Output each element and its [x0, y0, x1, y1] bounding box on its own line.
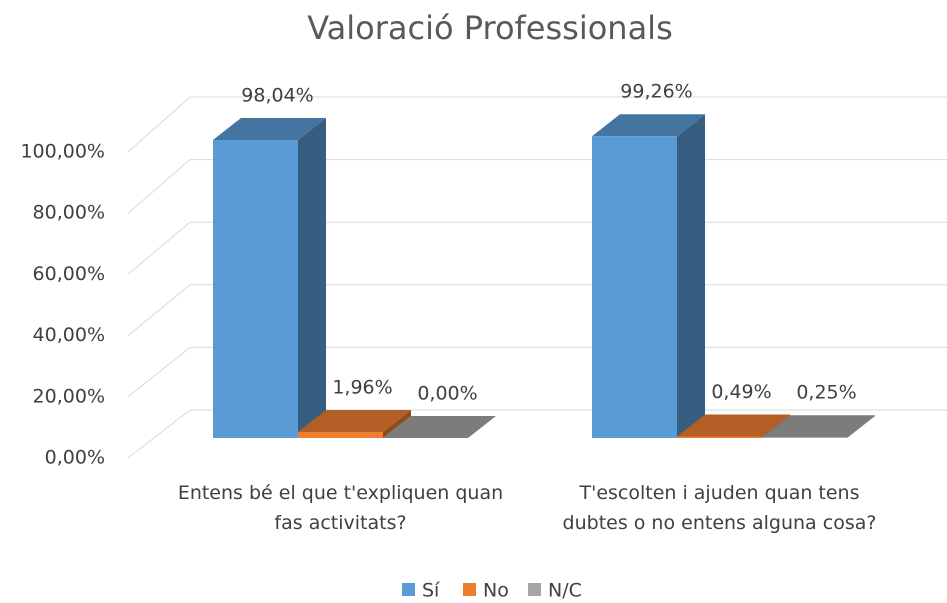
bar-side	[383, 410, 411, 438]
data-label: 0,25%	[796, 382, 856, 404]
chart-title: Valoració Professionals	[307, 9, 672, 47]
legend-swatch	[402, 583, 415, 596]
legend-swatch	[463, 583, 476, 596]
data-label: 0,00%	[417, 383, 477, 405]
bar-top	[592, 114, 705, 137]
x-tick-label: T'escolten i ajuden quan tens dubtes o n…	[562, 482, 877, 534]
y-tick-label: 0,00%	[45, 447, 105, 469]
bar-top	[213, 117, 326, 140]
data-label: 99,26%	[620, 81, 692, 103]
bar-top	[298, 410, 411, 433]
bar	[213, 139, 298, 438]
grid-line	[127, 159, 191, 214]
y-tick-label: 60,00%	[33, 263, 105, 285]
bar	[677, 436, 762, 438]
bar-side	[677, 114, 705, 438]
bar	[762, 437, 847, 438]
data-label: 0,49%	[711, 381, 771, 403]
legend-label: Sí	[422, 580, 440, 602]
bar-top	[677, 414, 790, 437]
legend-label: No	[483, 580, 509, 602]
grid-line	[127, 347, 191, 398]
grid-line	[127, 284, 191, 336]
bar-top	[383, 416, 496, 438]
bar	[592, 136, 677, 438]
y-tick-label: 40,00%	[33, 324, 105, 346]
bar-side	[298, 117, 326, 438]
bar-top	[762, 415, 875, 438]
bar-side	[847, 415, 875, 438]
y-tick-label: 80,00%	[33, 202, 105, 224]
grid-line	[127, 96, 191, 153]
legend-swatch	[528, 583, 541, 596]
data-label: 98,04%	[241, 84, 313, 106]
legend-label: N/C	[548, 580, 582, 602]
y-tick-label: 100,00%	[20, 141, 105, 163]
grid-line	[127, 409, 191, 459]
y-tick-label: 20,00%	[33, 385, 105, 407]
grid-line	[127, 221, 191, 275]
x-tick-label: Entens bé el que t'expliquen quan fas ac…	[177, 482, 504, 534]
data-label: 1,96%	[332, 377, 392, 399]
bar	[298, 432, 383, 438]
